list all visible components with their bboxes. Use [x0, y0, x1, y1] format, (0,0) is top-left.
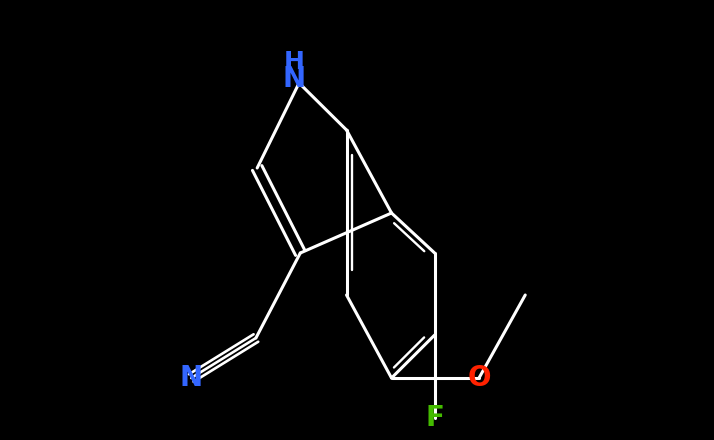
Text: H: H — [283, 50, 304, 74]
Text: N: N — [180, 364, 203, 392]
Text: O: O — [467, 364, 491, 392]
Text: F: F — [426, 404, 444, 432]
Text: N: N — [282, 65, 306, 92]
